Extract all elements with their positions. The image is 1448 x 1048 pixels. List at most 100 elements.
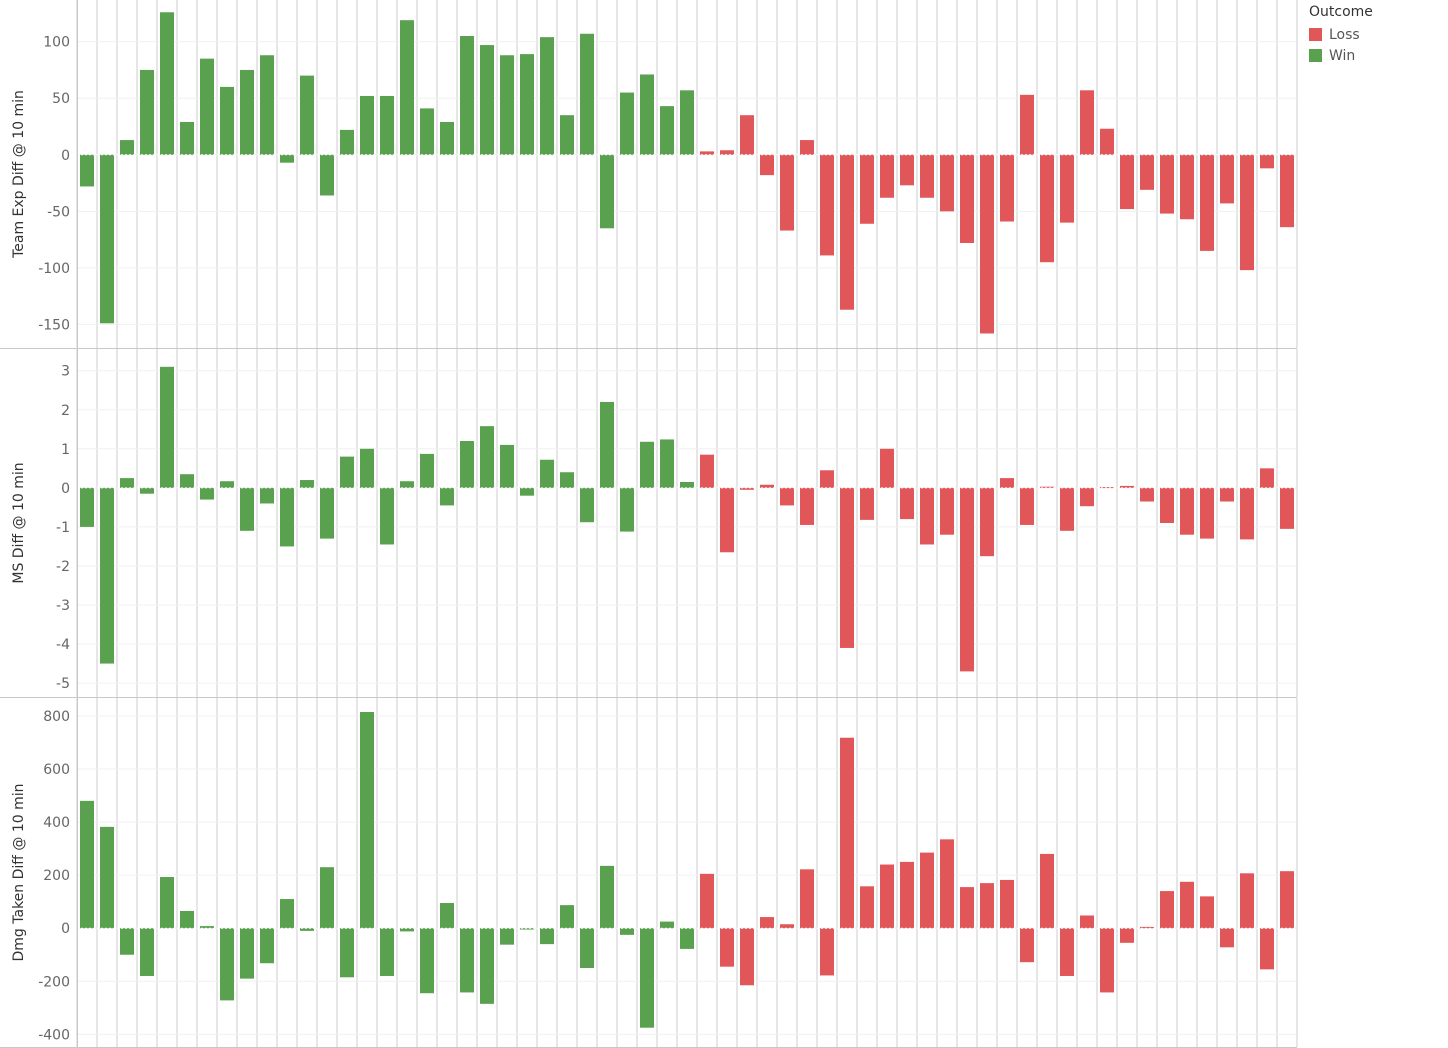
bar-loss <box>820 928 834 976</box>
bar-loss <box>800 140 814 155</box>
bar-win <box>620 487 634 532</box>
bar-win <box>460 928 474 993</box>
bar-loss <box>940 487 954 535</box>
bar-loss <box>720 150 734 155</box>
bar-win <box>320 487 334 539</box>
bar-win <box>120 478 134 488</box>
legend-swatch-win <box>1309 49 1322 62</box>
bar-win <box>180 121 194 155</box>
bar-win <box>580 928 594 969</box>
bar-win <box>500 55 514 155</box>
y-tick-label: 1 <box>61 442 70 458</box>
bar-win <box>100 826 114 929</box>
bar-loss <box>740 115 754 155</box>
bar-win <box>100 487 114 664</box>
bar-win <box>600 401 614 488</box>
bar-win <box>460 36 474 155</box>
bar-loss <box>780 154 794 231</box>
bar-win <box>80 800 94 929</box>
bar-loss <box>1140 926 1154 929</box>
bar-win <box>620 92 634 155</box>
bar-loss <box>1000 478 1014 488</box>
y-tick-label: 800 <box>43 709 70 725</box>
bar-win <box>320 154 334 196</box>
bar-loss <box>760 917 774 929</box>
bar-win <box>620 928 634 935</box>
bar-win <box>140 928 154 976</box>
bar-win <box>360 448 374 488</box>
bar-win <box>520 487 534 496</box>
bar-win <box>680 90 694 155</box>
bar-win <box>280 899 294 929</box>
y-tick-label: 100 <box>43 35 70 51</box>
bar-win <box>220 928 234 1001</box>
bar-win <box>560 905 574 929</box>
bar-loss <box>1040 853 1054 929</box>
bar-win <box>660 106 674 155</box>
y-tick-label: 0 <box>61 148 70 164</box>
bar-loss <box>1120 928 1134 943</box>
bar-win <box>160 12 174 155</box>
bar-loss <box>820 154 834 256</box>
bar-win <box>540 928 554 945</box>
bar-loss <box>700 151 714 155</box>
bar-loss <box>1160 154 1174 214</box>
bar-win <box>480 45 494 155</box>
y-tick-label: 400 <box>43 815 70 831</box>
bar-win <box>280 487 294 547</box>
bar-loss <box>920 487 934 545</box>
bar-win <box>320 867 334 929</box>
y-tick-label: -150 <box>38 317 70 333</box>
bar-loss <box>1020 94 1034 155</box>
bar-win <box>540 37 554 155</box>
bar-loss <box>1020 487 1034 525</box>
bar-loss <box>1220 928 1234 948</box>
bar-win <box>480 426 494 488</box>
bar-loss <box>740 928 754 986</box>
bar-loss <box>980 154 994 334</box>
bar-loss <box>700 454 714 488</box>
bar-loss <box>820 470 834 488</box>
bar-loss <box>1200 896 1214 929</box>
bar-loss <box>1280 871 1294 929</box>
bar-win <box>420 108 434 155</box>
bar-win <box>240 928 254 979</box>
y-axis-title: Dmg Taken Diff @ 10 min <box>11 784 27 962</box>
bar-win <box>560 115 574 155</box>
bar-win <box>640 928 654 1028</box>
bar-win <box>580 487 594 523</box>
y-axis-title: Team Exp Diff @ 10 min <box>11 90 27 259</box>
bar-win <box>420 928 434 994</box>
bar-loss <box>1180 881 1194 929</box>
legend-title: Outcome <box>1309 4 1373 20</box>
bar-loss <box>840 487 854 648</box>
legend-item-loss[interactable]: Loss <box>1309 24 1373 45</box>
bar-loss <box>920 154 934 198</box>
y-tick-label: 200 <box>43 868 70 884</box>
bar-loss <box>1080 915 1094 929</box>
bar-win <box>520 928 534 930</box>
bar-win <box>440 121 454 155</box>
legend-item-win[interactable]: Win <box>1309 45 1373 66</box>
bar-win <box>140 487 154 494</box>
bar-loss <box>1100 928 1114 993</box>
bar-loss <box>880 448 894 488</box>
bar-win <box>160 877 174 929</box>
bar-loss <box>980 487 994 557</box>
legend-label-win: Win <box>1329 47 1356 64</box>
bar-loss <box>800 869 814 929</box>
y-tick-label: 50 <box>52 91 70 107</box>
bar-loss <box>900 154 914 186</box>
bar-win <box>560 472 574 488</box>
bar-loss <box>780 487 794 506</box>
bar-loss <box>1160 487 1174 523</box>
bar-loss <box>1060 928 1074 976</box>
bar-loss <box>1060 154 1074 223</box>
bar-win <box>220 86 234 155</box>
bar-loss <box>1140 487 1154 502</box>
bar-win <box>600 154 614 229</box>
bar-loss <box>1200 487 1214 539</box>
bar-win <box>220 481 234 488</box>
bar-loss <box>1280 487 1294 529</box>
bar-loss <box>1080 90 1094 155</box>
